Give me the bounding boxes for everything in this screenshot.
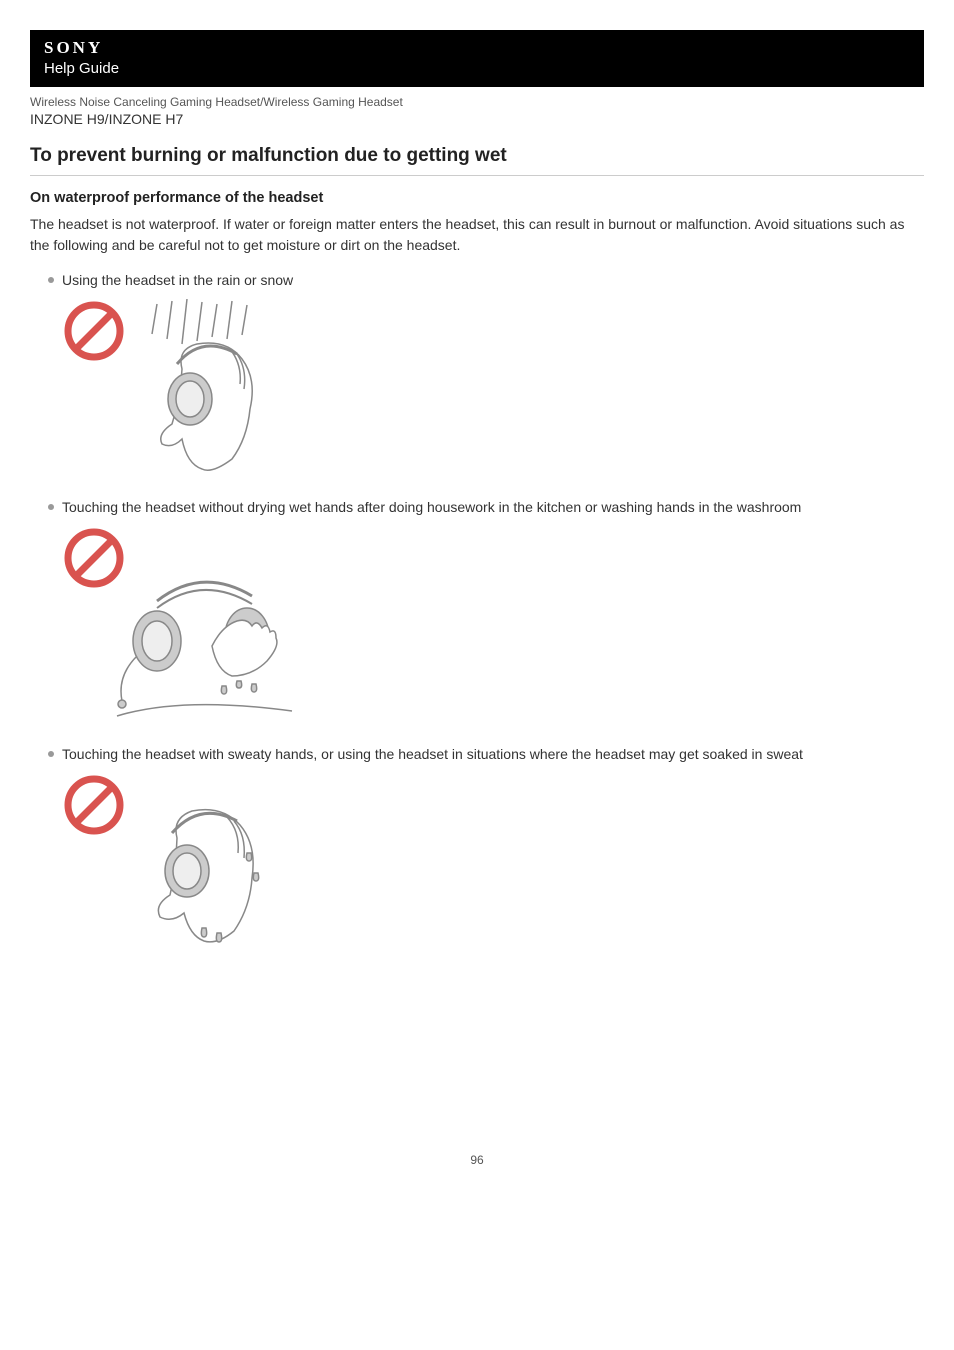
prohibit-icon	[68, 532, 120, 584]
help-guide-label: Help Guide	[44, 60, 910, 77]
page-number: 96	[30, 1153, 924, 1167]
illustration-wet-hands	[62, 526, 924, 726]
intro-paragraph: The headset is not waterproof. If water …	[30, 214, 924, 256]
prohibit-icon	[68, 779, 120, 831]
product-description: Wireless Noise Canceling Gaming Headset/…	[30, 95, 924, 109]
bullet-rain-snow: Using the headset in the rain or snow	[48, 270, 924, 479]
header-bar: SONY Help Guide	[30, 30, 924, 87]
bullet-wet-hands: Touching the headset without drying wet …	[48, 497, 924, 726]
section-heading: On waterproof performance of the headset	[30, 190, 924, 206]
product-model: INZONE H9/INZONE H7	[30, 111, 924, 127]
bullet-sweat: Touching the headset with sweaty hands, …	[48, 744, 924, 953]
caution-list: Using the headset in the rain or snow	[30, 270, 924, 953]
illustration-sweat	[62, 773, 924, 953]
bullet-text: Touching the headset without drying wet …	[62, 499, 801, 515]
page-container: SONY Help Guide Wireless Noise Canceling…	[0, 0, 954, 1207]
page-title: To prevent burning or malfunction due to…	[30, 145, 924, 176]
illustration-rain	[62, 299, 924, 479]
prohibit-icon	[68, 305, 120, 357]
bullet-text: Using the headset in the rain or snow	[62, 272, 293, 288]
brand-logo: SONY	[44, 38, 910, 58]
bullet-text: Touching the headset with sweaty hands, …	[62, 746, 803, 762]
